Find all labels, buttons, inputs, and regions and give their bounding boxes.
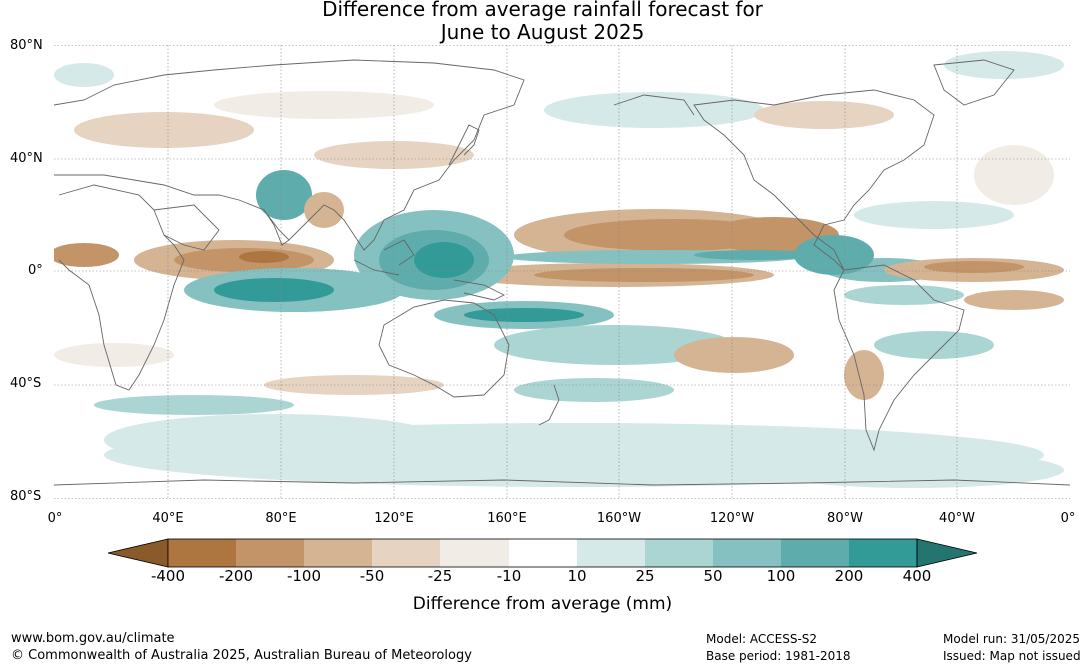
- lon-label-360: 0°: [1060, 511, 1076, 526]
- legend-swatch-10: [781, 539, 849, 567]
- lat-label-80n: 80°N: [10, 38, 43, 53]
- lon-label-0: 0°: [47, 511, 63, 526]
- lon-label-40e: 40°E: [152, 511, 184, 526]
- lon-label-120w: 120°W: [709, 511, 755, 526]
- footer-website: www.bom.gov.au/climate: [11, 631, 175, 646]
- legend-frame: [167, 538, 918, 568]
- legend-swatch-2: [236, 539, 304, 567]
- map-title-line2: June to August 2025: [440, 20, 645, 44]
- footer-issued: Issued: Map not issued: [943, 649, 1081, 663]
- legend-tick-label: 50: [703, 567, 723, 585]
- lon-label-40w: 40°W: [939, 511, 975, 526]
- footer-base-period: Base period: 1981-2018: [706, 649, 851, 663]
- legend-swatch-8: [645, 539, 713, 567]
- legend-tick-label: -50: [359, 567, 385, 585]
- lon-label-160e: 160°E: [487, 511, 527, 526]
- legend-tick-label: -25: [427, 567, 453, 585]
- legend-swatch-5: [440, 539, 509, 567]
- legend-tick-label: -200: [218, 567, 254, 585]
- legend-swatch-4: [372, 539, 440, 567]
- legend-colorbar: [107, 538, 978, 568]
- lon-label-120e: 120°E: [374, 511, 414, 526]
- legend-title: Difference from average (mm): [412, 594, 673, 614]
- legend-tick-label: 400: [902, 567, 932, 585]
- legend-tick-label: 10: [567, 567, 587, 585]
- legend-arrow-dry: [107, 538, 169, 568]
- map-title-line1: Difference from average rainfall forecas…: [322, 0, 763, 21]
- legend-swatch-1: [168, 539, 236, 567]
- legend-tick-label: -400: [150, 567, 186, 585]
- legend-swatch-3: [304, 539, 372, 567]
- footer-copyright: © Commonwealth of Australia 2025, Austra…: [11, 648, 472, 663]
- legend-swatch-6: [509, 539, 577, 567]
- lon-label-80e: 80°E: [265, 511, 297, 526]
- lat-label-equator: 0°: [28, 263, 43, 278]
- lat-label-80s: 80°S: [10, 489, 42, 504]
- anomaly-fields: [54, 51, 1064, 488]
- legend-tick-label: 100: [766, 567, 796, 585]
- legend-swatch-9: [713, 539, 781, 567]
- lat-label-40n: 40°N: [10, 151, 43, 166]
- legend-tick-label: 200: [834, 567, 864, 585]
- lat-label-40s: 40°S: [10, 376, 42, 391]
- legend-tick-label: 25: [635, 567, 655, 585]
- legend-arrow-wet: [916, 538, 978, 568]
- rainfall-anomaly-map: [54, 45, 1070, 499]
- lon-label-160w: 160°W: [596, 511, 642, 526]
- footer-model-run: Model run: 31/05/2025: [943, 632, 1081, 646]
- footer-model: Model: ACCESS-S2: [706, 632, 818, 646]
- legend-swatch-11: [849, 539, 917, 567]
- legend-swatch-7: [577, 539, 645, 567]
- graticule: [54, 45, 1070, 499]
- legend-tick-label: -10: [496, 567, 522, 585]
- coastlines: [54, 59, 1070, 486]
- lon-label-80w: 80°W: [827, 511, 863, 526]
- legend-tick-label: -100: [286, 567, 322, 585]
